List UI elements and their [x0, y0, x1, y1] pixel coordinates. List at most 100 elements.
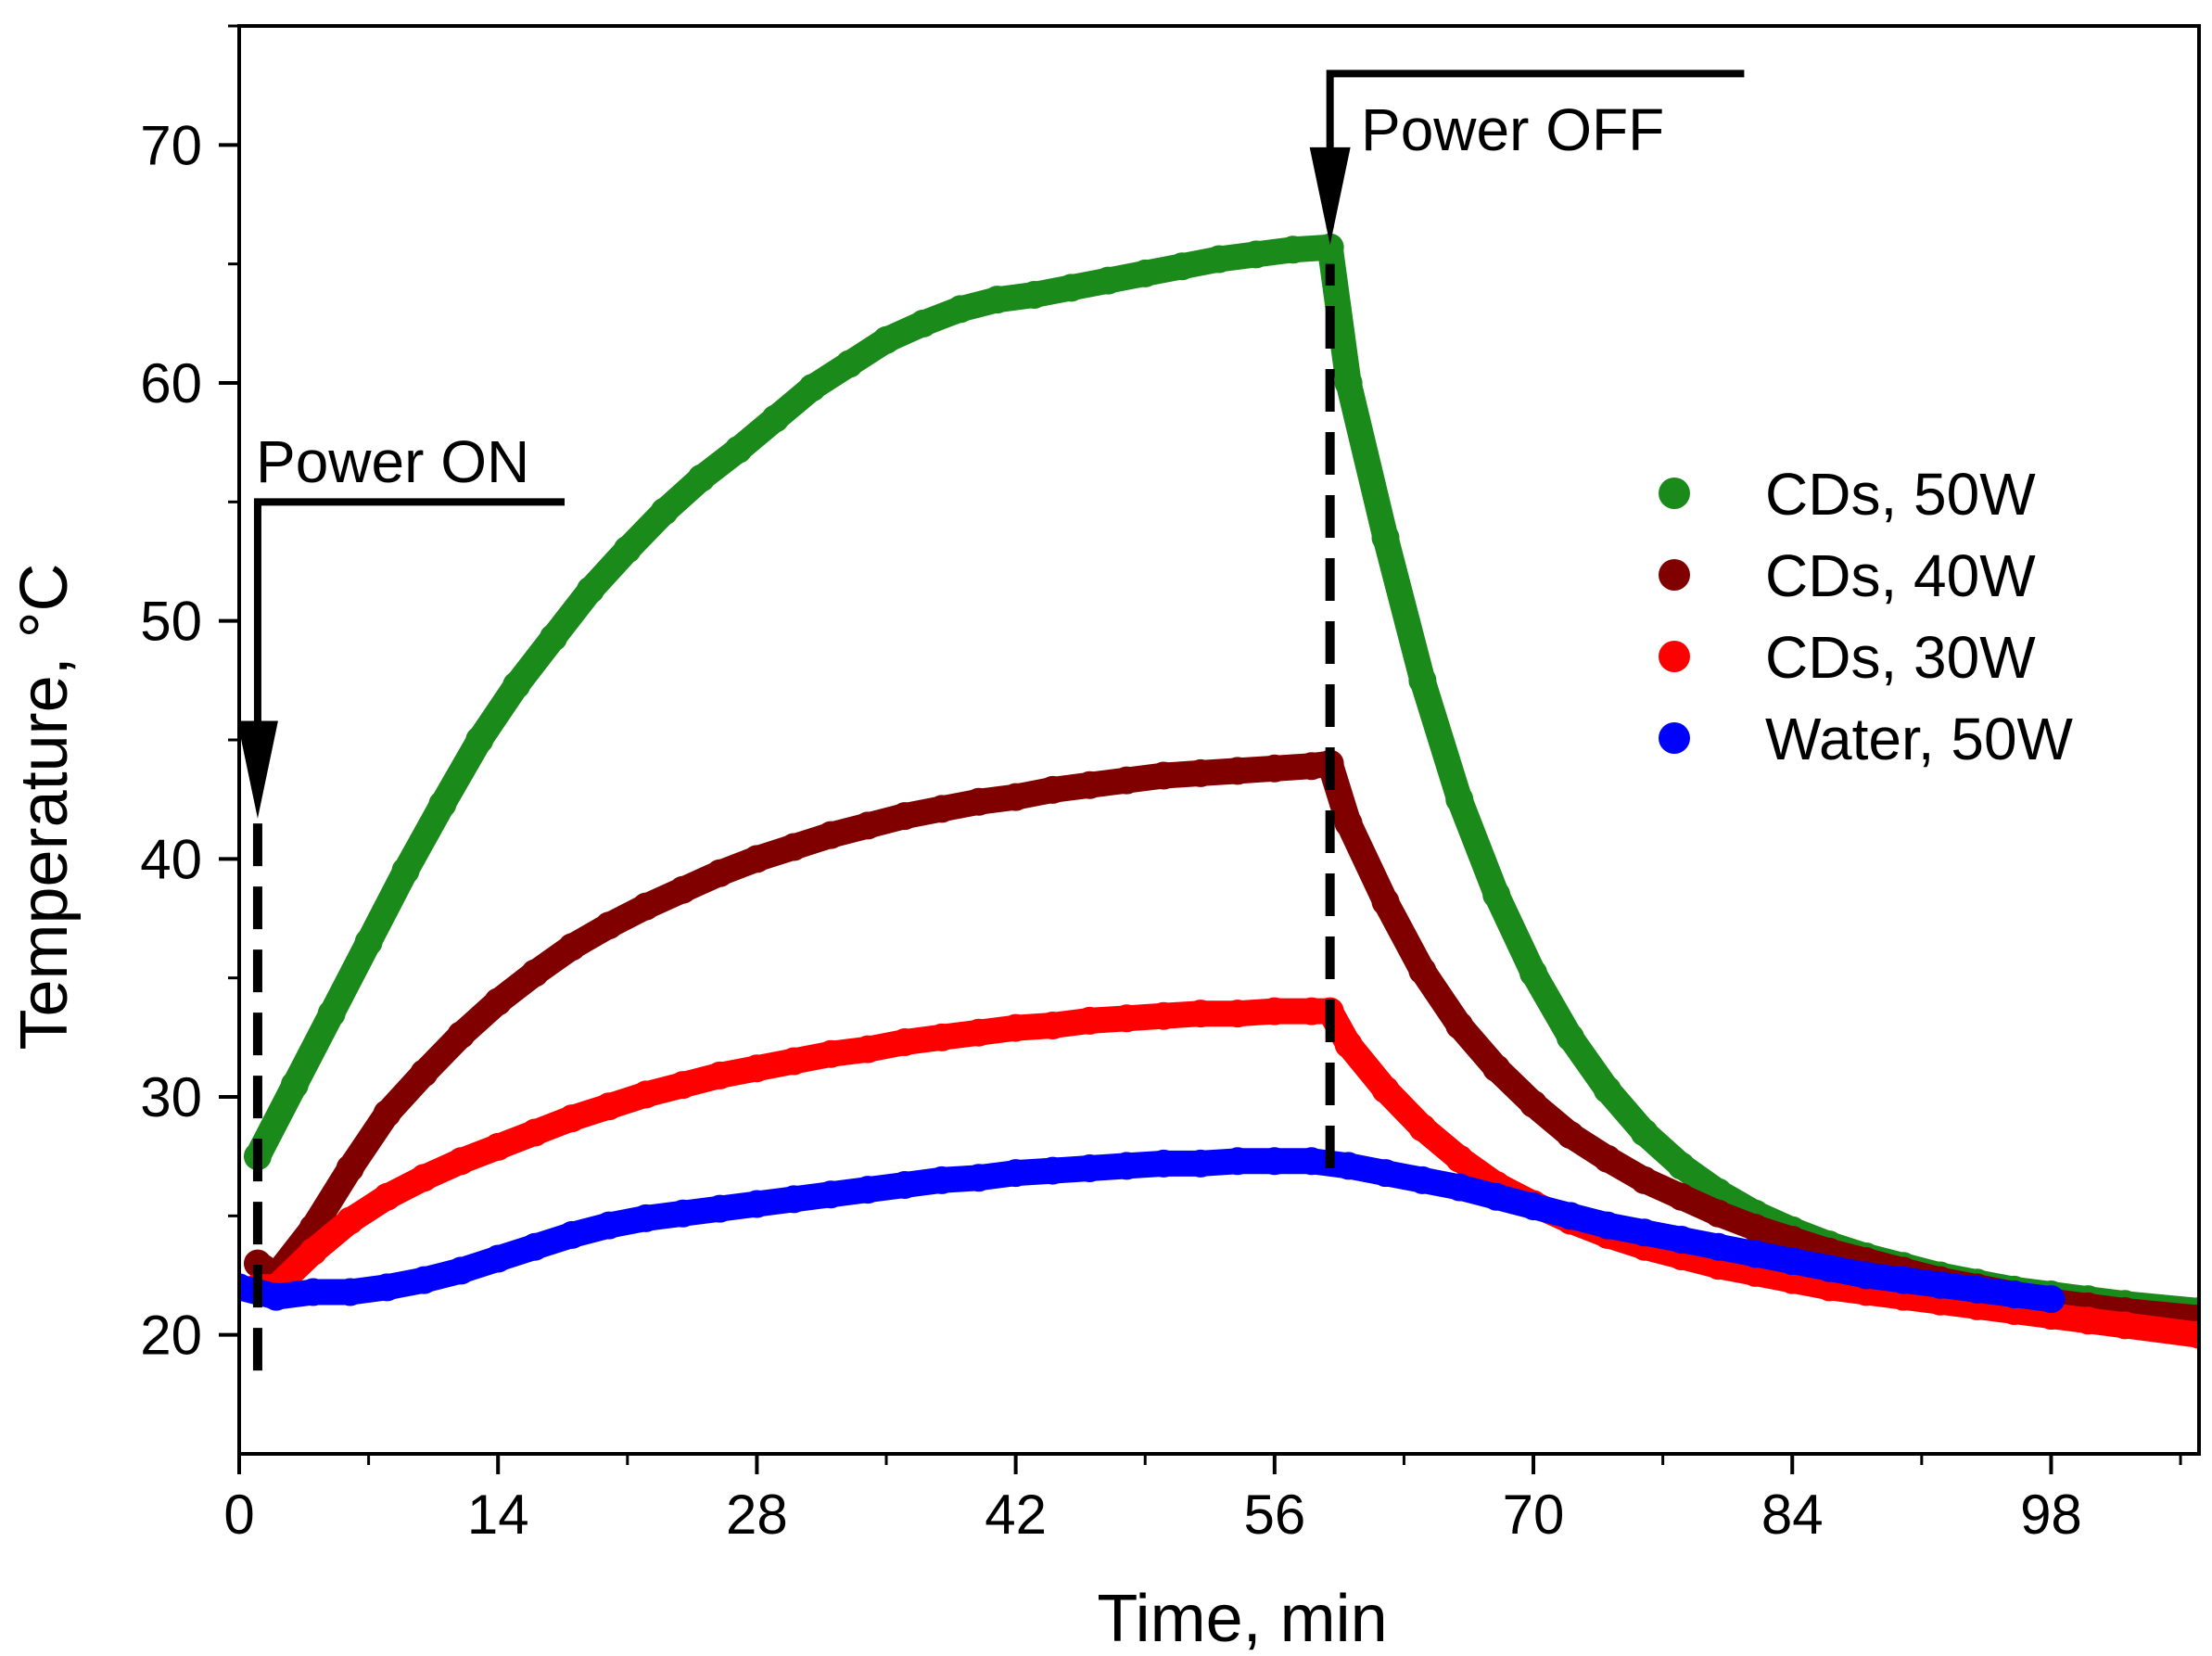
data-point — [687, 464, 716, 492]
series-cds-30w — [243, 997, 2199, 1349]
data-point — [1260, 1147, 1289, 1176]
data-point — [1316, 233, 1344, 261]
data-point — [484, 1244, 513, 1273]
data-point — [280, 1071, 309, 1100]
data-point — [1630, 1166, 1659, 1194]
data-point — [2037, 1285, 2066, 1314]
data-point — [557, 1104, 586, 1133]
power-on-label: Power ON — [256, 428, 529, 495]
data-point — [1334, 1030, 1363, 1059]
data-point — [1408, 1166, 1437, 1194]
data-point — [1741, 1214, 1770, 1242]
data-point — [465, 726, 494, 754]
data-point — [1630, 1218, 1659, 1247]
y-tick-label: 30 — [140, 1066, 202, 1128]
data-point — [1278, 236, 1307, 264]
data-point — [391, 857, 420, 885]
data-point — [1334, 369, 1363, 397]
data-point — [761, 404, 790, 433]
data-point — [1112, 1152, 1141, 1180]
data-point — [650, 497, 679, 526]
data-point — [1260, 754, 1289, 783]
data-point — [1741, 1240, 1770, 1268]
data-point — [1519, 959, 1548, 987]
data-point — [354, 928, 383, 957]
data-point — [447, 1021, 476, 1050]
data-point — [1630, 1118, 1659, 1147]
data-point — [835, 350, 864, 378]
data-point — [1963, 1275, 1991, 1304]
data-point — [1168, 252, 1197, 281]
data-point — [1001, 783, 1030, 811]
data-point — [1131, 259, 1160, 287]
data-point — [1704, 1232, 1733, 1261]
data-point — [854, 1176, 883, 1204]
data-point — [1038, 775, 1067, 804]
data-point — [1556, 1202, 1584, 1230]
data-point — [668, 875, 697, 904]
x-tick-label: 70 — [1503, 1484, 1565, 1546]
data-point — [1408, 956, 1437, 985]
data-point — [2111, 1311, 2140, 1340]
legend: CDs, 50W CDs, 40W CDs, 30W Water, 50W — [1659, 461, 2074, 772]
data-point — [780, 833, 808, 861]
x-axis-title: Time, min — [1097, 1582, 1387, 1656]
legend-marker — [1659, 478, 1690, 509]
data-point — [1778, 1247, 1807, 1276]
data-point — [613, 535, 642, 564]
data-point — [1187, 758, 1215, 787]
power-on-bracket — [253, 498, 566, 800]
data-point — [1223, 1147, 1252, 1176]
data-point — [594, 1092, 623, 1121]
data-point — [428, 790, 457, 819]
data-point — [1852, 1261, 1881, 1290]
data-point — [1888, 1266, 1917, 1294]
data-point — [631, 1204, 660, 1232]
data-point — [1445, 1173, 1474, 1202]
data-point — [576, 576, 604, 605]
data-point — [1150, 1001, 1178, 1030]
legend-marker — [1659, 641, 1690, 672]
data-point — [410, 1266, 439, 1294]
y-axis-title: Temperature, °C — [7, 564, 82, 1051]
data-point — [594, 911, 623, 940]
data-point — [1038, 1012, 1067, 1039]
data-point — [1667, 1226, 1696, 1254]
data-point — [1001, 1159, 1030, 1188]
data-point — [1445, 1012, 1474, 1039]
data-point — [1371, 887, 1400, 916]
data-point — [817, 1039, 845, 1068]
data-point — [1926, 1270, 1954, 1299]
data-point — [1593, 1144, 1621, 1173]
x-tick-label: 56 — [1243, 1484, 1305, 1546]
data-point — [521, 959, 550, 987]
data-point — [484, 1132, 513, 1161]
y-tick-label: 50 — [140, 591, 202, 653]
data-point — [854, 811, 883, 840]
data-point — [927, 1023, 956, 1051]
data-point — [484, 987, 513, 1016]
data-point — [890, 802, 919, 831]
data-point — [1593, 1076, 1621, 1104]
data-point — [872, 325, 901, 354]
data-point — [557, 933, 586, 962]
data-point — [1260, 997, 1289, 1025]
power-on-arrowhead — [236, 720, 278, 819]
x-tick-label: 14 — [467, 1484, 529, 1546]
data-point — [1112, 1004, 1141, 1033]
data-point — [1445, 785, 1474, 814]
data-point — [1241, 240, 1270, 269]
data-point — [631, 1080, 660, 1109]
data-point — [668, 1199, 697, 1228]
data-point — [557, 1220, 586, 1249]
data-point — [780, 1185, 808, 1214]
y-tick-label: 20 — [140, 1305, 202, 1367]
x-tick-label: 84 — [1761, 1484, 1824, 1546]
y-tick-label: 60 — [140, 352, 202, 414]
data-point — [890, 1027, 919, 1056]
data-point — [521, 1232, 550, 1261]
data-point — [1223, 757, 1252, 785]
data-point — [1556, 1121, 1584, 1150]
data-point — [447, 1256, 476, 1285]
legend-label: CDs, 40W — [1765, 542, 2036, 609]
